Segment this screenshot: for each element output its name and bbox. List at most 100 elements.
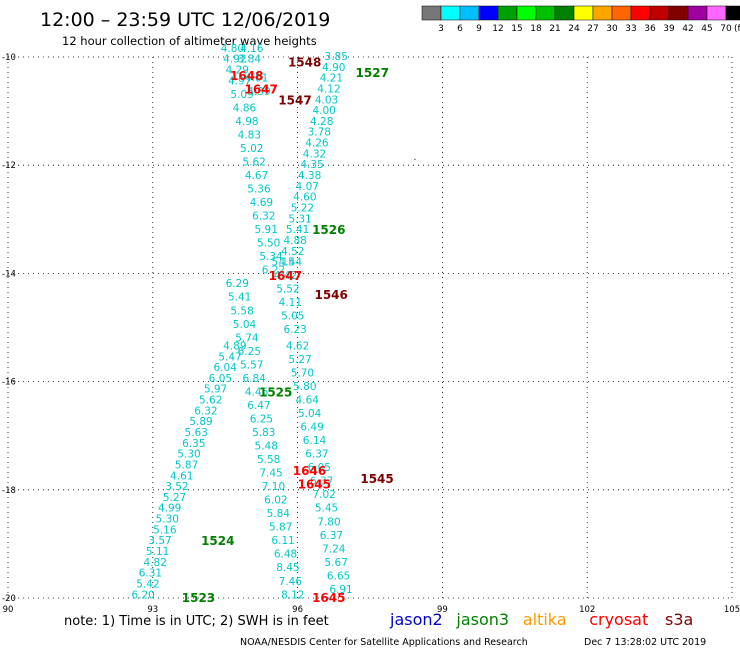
x-tick-label: 90 [3,605,14,615]
colorbar-label: 70 [720,24,732,34]
y-tick-label: -18 [2,486,16,496]
wave-height-value: 8.45 [276,562,299,574]
wave-height-value: 4.82 [144,557,167,569]
wave-height-value: 7.24 [322,543,346,555]
y-tick-label: -12 [2,161,16,171]
chart-subtitle: 12 hour collection of altimeter wave hei… [62,34,317,48]
colorbar-label: 33 [625,24,636,34]
wave-height-value: 4.90 [322,62,345,74]
wave-height-value: 7.10 [262,481,285,493]
wave-height-value: 4.89 [223,340,246,352]
track-time-label: 1647 [245,82,278,96]
wave-height-value: 5.04 [233,319,257,331]
footer-credit: NOAA/NESDIS Center for Satellite Applica… [240,637,528,648]
wave-height-value: 5.30 [177,449,200,461]
wave-height-value: 5.09 [230,89,253,101]
wave-height-value: 7.45 [259,468,282,480]
wave-height-value: 5.74 [235,332,259,344]
wave-height-value: 5.11 [146,546,169,558]
wave-height-value: 6.20 [131,589,154,601]
track-time-label: 1525 [259,385,292,399]
wave-height-value: 3.57 [148,535,171,547]
wave-height-value: 6.25 [238,346,261,358]
colorbar-swatch [668,5,689,21]
wave-height-value: 4.16 [240,43,264,55]
x-tick-label: 93 [147,605,158,615]
colorbar-label: 3 [438,24,444,34]
wave-height-value: 4.00 [312,105,335,117]
x-tick-label: 96 [292,605,303,615]
footer-note: note: 1) Time is in UTC; 2) SWH is in fe… [64,614,329,629]
wave-height-value: 4.46 [245,386,269,398]
colorbar-label: 18 [530,24,542,34]
wave-height-value: 5.42 [136,578,159,590]
wave-height-value: 4.32 [303,148,326,160]
wave-height-value: 6.23 [283,324,306,336]
y-tick-label: -16 [2,378,16,388]
wave-height-value: 6.49 [300,422,323,434]
track-time-label: 1646 [293,464,326,478]
wave-height-value: 5.70 [291,367,314,379]
wave-height-value: 6.35 [182,438,205,450]
colorbar-label: 36 [644,24,656,34]
wave-height-value: 6.31 [139,568,162,580]
track-time-label: 1545 [360,472,393,486]
wave-height-value: 5.83 [252,427,275,439]
wave-height-value: 6.22 [262,265,285,277]
track-time-label: 1524 [201,534,234,548]
y-tick-label: -20 [2,594,16,604]
wave-height-value: 6.11 [271,535,294,547]
y-tick-label: -10 [2,53,16,63]
wave-height-value: 4.67 [245,170,268,182]
colorbar-swatch [649,5,670,21]
wave-height-value: 5.05 [281,311,304,323]
wave-height-value: 6.37 [320,530,343,542]
colorbar-swatch [706,5,727,21]
track-time-label: 1548 [288,55,321,69]
wave-height-value: 4.92 [223,54,246,66]
wave-height-value: 5.30 [156,514,179,526]
wave-height-value: 6.32 [194,405,217,417]
track-time-label: 1523 [182,591,215,605]
wave-height-value: 5.87 [269,522,292,534]
wave-height-value: 6.37 [310,476,333,488]
colorbar-label: 12 [492,24,503,34]
colorbar-swatch [725,5,740,21]
wave-height-value: 5.15 [271,257,294,269]
colorbar-unit: (ft) [734,24,740,34]
wave-height-value: 5.36 [247,184,271,196]
colorbar-swatch [459,5,480,21]
wave-height-value: 8.12 [281,589,304,601]
track-time-label: 1526 [312,223,345,237]
wave-height-value: 3.52 [165,481,188,493]
wave-height-value: 4.44 [279,257,303,269]
track-time-label: 1645 [298,477,331,491]
wave-height-value: 5.16 [153,524,177,536]
wave-height-points: 6.205.426.314.825.113.575.165.304.995.27… [131,43,352,601]
colorbar-label: 30 [606,24,618,34]
wave-height-value: 5.58 [257,454,280,466]
wave-height-value: 4.01 [245,73,268,85]
wave-height-value: 4.69 [250,197,273,209]
wave-height-value: 5.62 [242,156,265,168]
track-time-label: 1527 [356,66,389,80]
wave-height-value: 3.85 [325,51,348,63]
wave-height-value: 6.05 [209,373,232,385]
wave-height-value: 4.35 [300,159,323,171]
wave-height-value: 5.31 [288,213,311,225]
wave-height-value: 6.47 [247,400,270,412]
wave-height-value: 6.91 [329,584,352,596]
wave-height-value: 5.57 [240,359,263,371]
footer-timestamp: Dec 7 13:28:02 UTC 2019 [584,637,706,648]
wave-height-value: 6.84 [242,373,266,385]
wave-height-value: 5.63 [185,427,208,439]
track-labels: 1523 1524 1525 1526 1527 1545 1546 1547 1548 1645… [182,55,394,605]
axis-tick-labels: 90 93 96 99 102 105 -10 -12 -14 -16 -18 -20 [2,53,740,615]
wave-height-value: 5.47 [218,351,241,363]
wave-height-value: 4.07 [296,181,319,193]
marker-dot: · [413,155,416,165]
legend-cryosat: cryosat [589,610,648,629]
wave-height-value: 5.27 [163,492,186,504]
colorbar-swatch [478,5,499,21]
